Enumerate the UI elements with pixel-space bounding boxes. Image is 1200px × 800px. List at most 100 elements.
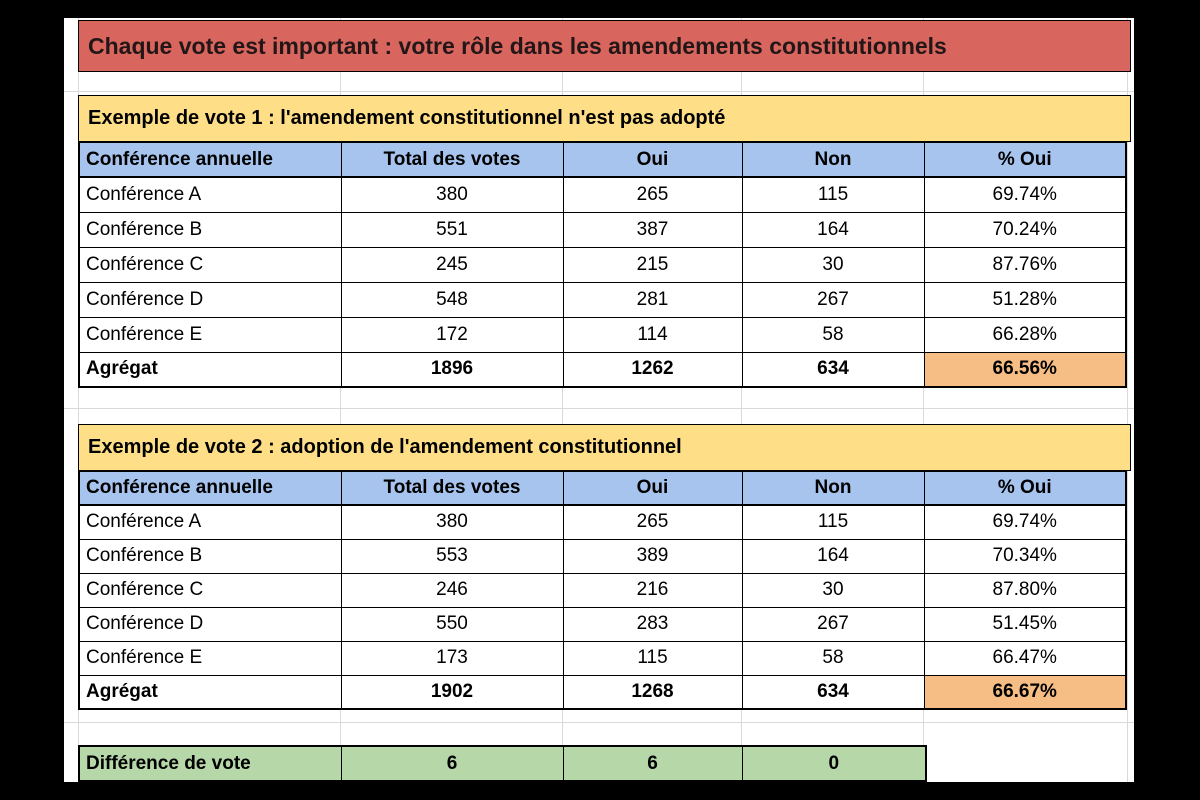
gridline-horizontal [64,91,1134,92]
cell-non: 267 [741,281,925,318]
cell-conference: Conférence C [78,246,342,283]
gridline-vertical [340,18,341,782]
cell-pct: 69.74% [923,176,1127,213]
cell-aggregate-oui: 1262 [562,351,743,388]
cell-non: 115 [741,176,925,213]
cell-oui: 114 [562,316,743,353]
cell-oui: 216 [562,572,743,608]
column-header-pct-oui: % Oui [923,141,1127,178]
header-row: Conférence annuelle Total des votes Oui … [78,141,1127,178]
gridline-vertical [741,18,742,782]
cell-oui: 281 [562,281,743,318]
cell-aggregate-non: 634 [741,351,925,388]
cell-oui: 115 [562,640,743,676]
cell-aggregate-non: 634 [741,674,925,710]
cell-aggregate-total: 1902 [340,674,564,710]
cell-aggregate-oui: 1268 [562,674,743,710]
cell-non: 58 [741,640,925,676]
difference-table: Différence de vote 6 6 0 [78,745,927,782]
column-header-total: Total des votes [340,141,564,178]
column-header-conference: Conférence annuelle [78,141,342,178]
cell-oui: 215 [562,246,743,283]
cell-total: 548 [340,281,564,318]
cell-non: 30 [741,246,925,283]
cell-total: 246 [340,572,564,608]
cell-pct: 51.28% [923,281,1127,318]
cell-total: 550 [340,606,564,642]
cell-aggregate-pct-highlight: 66.67% [923,674,1127,710]
cell-conference: Conférence A [78,504,342,540]
table-row: Conférence E 172 114 58 66.28% [78,316,1127,353]
cell-conference: Conférence B [78,538,342,574]
cell-aggregate-total: 1896 [340,351,564,388]
section-title: Exemple de vote 2 : adoption de l'amende… [88,436,682,458]
table-row: Conférence A 380 265 115 69.74% [78,176,1127,213]
cell-difference-label: Différence de vote [78,745,342,782]
vote-table-1: Conférence annuelle Total des votes Oui … [78,141,1127,388]
cell-non: 30 [741,572,925,608]
title-banner: Chaque vote est important : votre rôle d… [78,20,1131,72]
spreadsheet-area: Chaque vote est important : votre rôle d… [64,18,1134,782]
aggregate-row: Agrégat 1902 1268 634 66.67% [78,674,1127,710]
cell-non: 58 [741,316,925,353]
section-title: Exemple de vote 1 : l'amendement constit… [88,107,726,129]
cell-non: 267 [741,606,925,642]
cell-conference: Conférence A [78,176,342,213]
cell-difference-total: 6 [340,745,564,782]
cell-difference-oui: 6 [562,745,743,782]
cell-pct: 87.76% [923,246,1127,283]
gridline-vertical [78,18,79,782]
table-row: Conférence C 245 215 30 87.76% [78,246,1127,283]
cell-oui: 265 [562,176,743,213]
cell-total: 172 [340,316,564,353]
table-row: Conférence D 548 281 267 51.28% [78,281,1127,318]
section-header-vote-1: Exemple de vote 1 : l'amendement constit… [78,95,1131,142]
table-row: Conférence A 380 265 115 69.74% [78,504,1127,540]
cell-aggregate-label: Agrégat [78,351,342,388]
column-header-total: Total des votes [340,470,564,506]
cell-pct: 66.47% [923,640,1127,676]
cell-aggregate-label: Agrégat [78,674,342,710]
cell-pct: 51.45% [923,606,1127,642]
difference-row: Différence de vote 6 6 0 [78,745,927,782]
cell-conference: Conférence E [78,316,342,353]
cell-conference: Conférence D [78,281,342,318]
aggregate-row: Agrégat 1896 1262 634 66.56% [78,351,1127,388]
cell-pct: 66.28% [923,316,1127,353]
cell-conference: Conférence C [78,572,342,608]
page-title: Chaque vote est important : votre rôle d… [88,33,947,59]
column-header-oui: Oui [562,141,743,178]
cell-non: 164 [741,538,925,574]
column-header-non: Non [741,141,925,178]
vote-table-2: Conférence annuelle Total des votes Oui … [78,470,1127,710]
cell-conference: Conférence E [78,640,342,676]
cell-pct: 69.74% [923,504,1127,540]
table-row: Conférence B 551 387 164 70.24% [78,211,1127,248]
gridline-vertical [1127,18,1128,782]
gridline-vertical [562,18,563,782]
table-row: Conférence D 550 283 267 51.45% [78,606,1127,642]
cell-pct: 70.24% [923,211,1127,248]
table-row: Conférence C 246 216 30 87.80% [78,572,1127,608]
cell-total: 551 [340,211,564,248]
cell-oui: 265 [562,504,743,540]
cell-non: 164 [741,211,925,248]
cell-oui: 283 [562,606,743,642]
table-row: Conférence E 173 115 58 66.47% [78,640,1127,676]
section-header-vote-2: Exemple de vote 2 : adoption de l'amende… [78,424,1131,471]
column-header-conference: Conférence annuelle [78,470,342,506]
cell-conference: Conférence D [78,606,342,642]
column-header-oui: Oui [562,470,743,506]
cell-total: 380 [340,504,564,540]
header-row: Conférence annuelle Total des votes Oui … [78,470,1127,506]
cell-oui: 387 [562,211,743,248]
cell-conference: Conférence B [78,211,342,248]
cell-pct: 87.80% [923,572,1127,608]
cell-oui: 389 [562,538,743,574]
cell-total: 380 [340,176,564,213]
cell-aggregate-pct-highlight: 66.56% [923,351,1127,388]
gridline-horizontal [64,722,1134,723]
column-header-non: Non [741,470,925,506]
cell-non: 115 [741,504,925,540]
